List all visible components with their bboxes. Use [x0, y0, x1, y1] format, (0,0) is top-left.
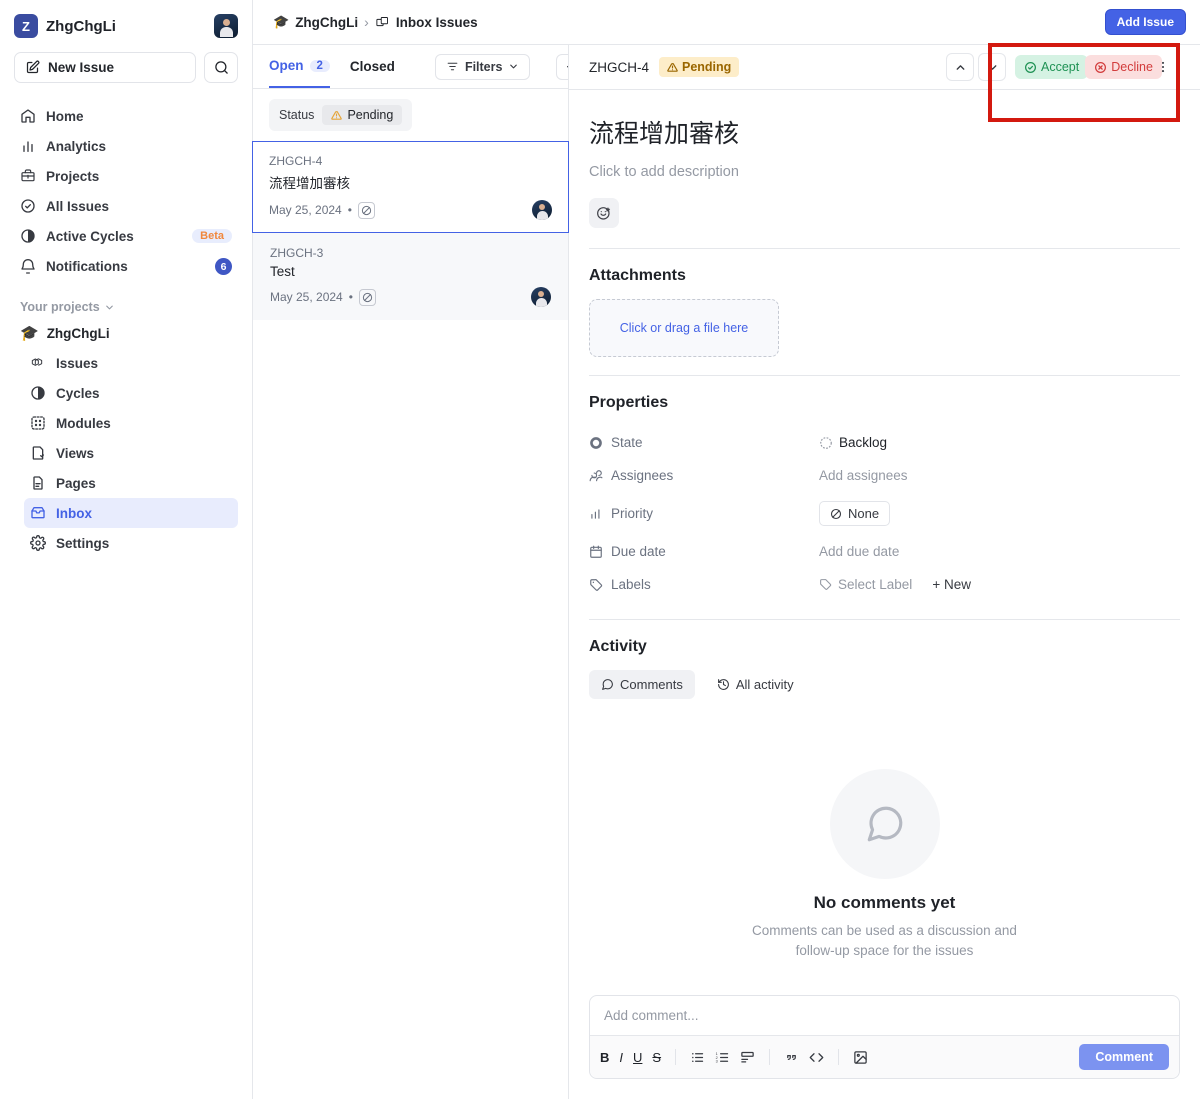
svg-text:3: 3	[716, 1059, 718, 1063]
